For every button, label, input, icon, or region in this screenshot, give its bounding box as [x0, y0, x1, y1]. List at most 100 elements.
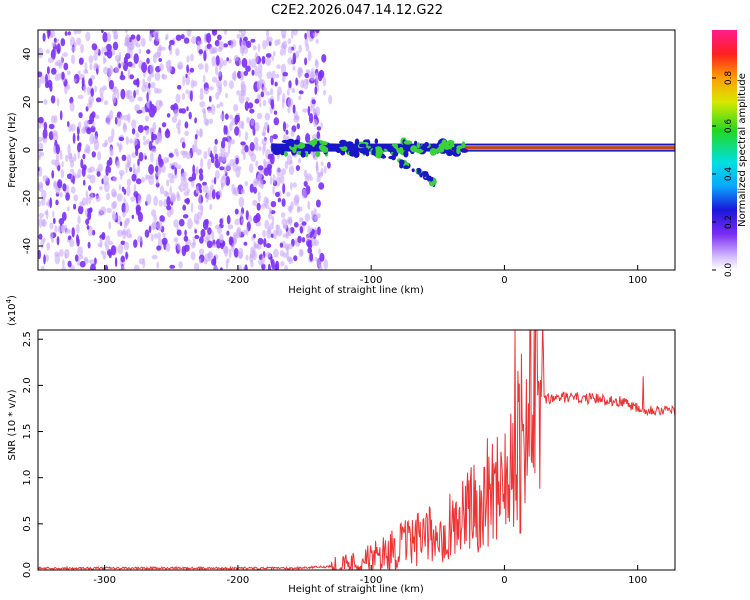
noise-blob [298, 90, 304, 95]
noise-blob [57, 164, 61, 172]
noise-blob [136, 34, 141, 42]
noise-blob [261, 263, 266, 270]
noise-blob [304, 213, 311, 222]
noise-blob [119, 221, 123, 227]
noise-blob [151, 254, 158, 260]
noise-blob [267, 36, 273, 43]
noise-blob [211, 76, 218, 83]
signal-blob [319, 145, 327, 152]
noise-blob [52, 217, 56, 225]
noise-blob [135, 206, 141, 216]
noise-blob [157, 232, 161, 240]
noise-blob [211, 243, 218, 248]
noise-blob [251, 69, 255, 76]
noise-blob [320, 161, 324, 166]
noise-blob [127, 61, 133, 67]
noise-blob [288, 165, 295, 176]
noise-blob [211, 179, 214, 184]
noise-blob [137, 96, 143, 102]
branch-blob [427, 175, 432, 182]
noise-blob [199, 88, 204, 95]
snr-y-tick-label: 2.0 [22, 377, 33, 393]
noise-blob [59, 249, 64, 257]
noise-blob [186, 188, 190, 194]
noise-blob [120, 70, 124, 79]
noise-blob [323, 259, 329, 270]
noise-blob [42, 237, 46, 243]
branch-blob [417, 167, 422, 174]
snr-y-tick-label: 0.5 [22, 516, 33, 532]
noise-blob [253, 186, 258, 194]
noise-blob [197, 40, 203, 45]
noise-blob [40, 75, 46, 84]
noise-blob [191, 36, 197, 44]
noise-blob [242, 90, 247, 97]
noise-blob [177, 126, 181, 135]
snr-x-tick-label: -300 [93, 575, 116, 586]
noise-blob [282, 71, 289, 77]
branch-blob [380, 155, 387, 159]
noise-blob [141, 176, 146, 183]
noise-blob [211, 258, 217, 266]
noise-blob [180, 108, 187, 114]
noise-blob [309, 252, 314, 262]
noise-blob [126, 178, 132, 187]
noise-blob [194, 117, 198, 124]
noise-blob [105, 43, 112, 52]
noise-blob [192, 143, 195, 154]
signal-blob [358, 143, 367, 148]
noise-blob [60, 168, 64, 179]
noise-blob [140, 37, 146, 47]
noise-blob [271, 70, 276, 80]
noise-blob [43, 99, 48, 105]
noise-blob [249, 183, 254, 193]
noise-blob [228, 80, 234, 90]
noise-blob [149, 73, 155, 78]
signal-blob [273, 146, 279, 154]
spectrogram-x-ticks: -300 -200 -100 0 100 [93, 265, 647, 286]
noise-blob [216, 104, 220, 109]
noise-blob [270, 254, 273, 265]
noise-blob [91, 111, 96, 118]
noise-blob [163, 190, 168, 197]
noise-blob [245, 254, 249, 261]
noise-blob [65, 192, 70, 201]
noise-blob [148, 33, 153, 42]
noise-blob [209, 220, 212, 227]
noise-blob [133, 90, 137, 99]
noise-blob [110, 245, 116, 256]
noise-blob [264, 112, 271, 121]
noise-blob [299, 226, 304, 234]
noise-blob [38, 116, 44, 124]
noise-blob [311, 237, 316, 247]
noise-blob [121, 202, 126, 214]
signal-blob [403, 140, 413, 145]
noise-blob [244, 101, 249, 111]
noise-blob [137, 158, 140, 167]
signal-blob [294, 139, 300, 145]
noise-blob [250, 246, 254, 253]
noise-blob [315, 106, 321, 117]
noise-blob [197, 63, 204, 70]
noise-blob [77, 254, 84, 260]
noise-blob [215, 64, 218, 76]
noise-blob [200, 158, 204, 169]
noise-blob [307, 247, 313, 254]
noise-blob [130, 34, 136, 40]
noise-blob [182, 150, 187, 159]
noise-blob [56, 236, 60, 246]
noise-blob [135, 148, 139, 156]
noise-blob [181, 141, 186, 149]
noise-blob [187, 218, 193, 230]
noise-blob [279, 173, 285, 184]
noise-blob [120, 88, 126, 100]
noise-blob [89, 166, 95, 173]
noise-blob [148, 225, 152, 233]
noise-blob [99, 186, 103, 191]
noise-blob [234, 126, 240, 136]
noise-blob [132, 62, 136, 69]
noise-blob [97, 243, 102, 248]
noise-blob [269, 223, 274, 230]
branch-blob [371, 149, 376, 156]
noise-blob [229, 114, 233, 120]
